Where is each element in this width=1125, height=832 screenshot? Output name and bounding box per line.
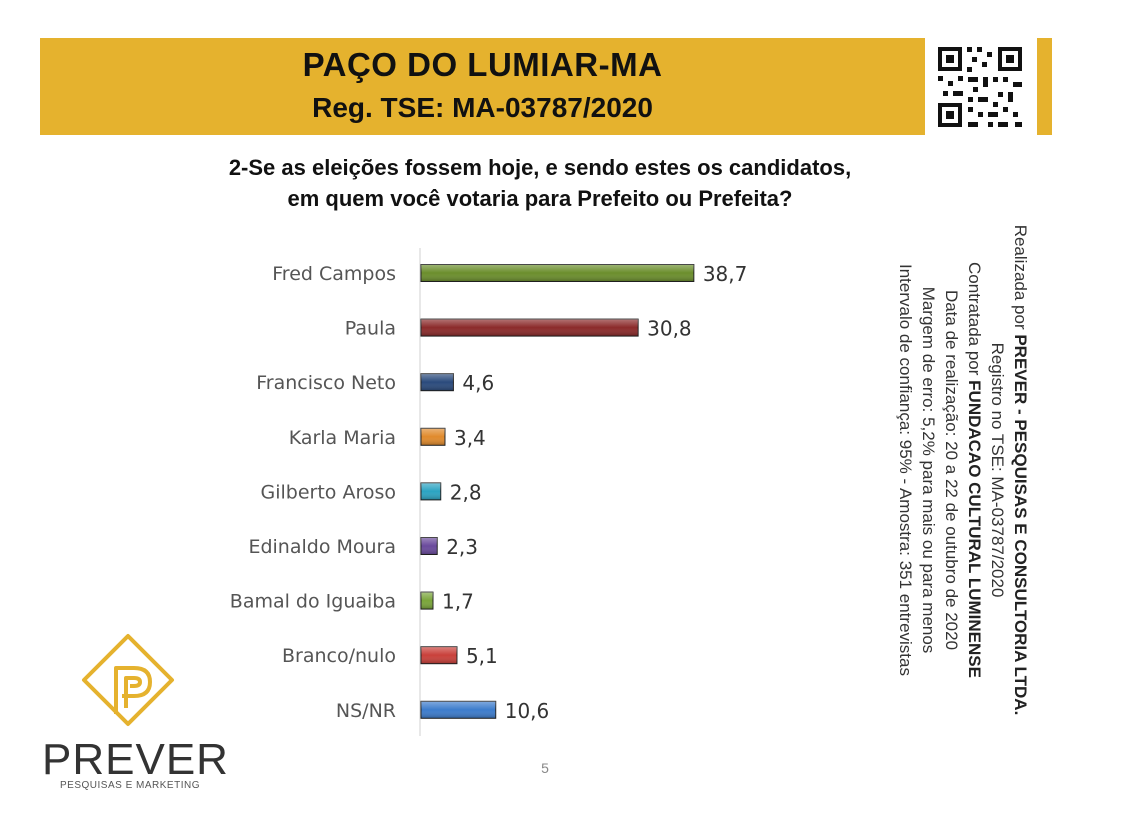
category-label: Edinaldo Moura (248, 536, 396, 558)
bar-shading (421, 482, 441, 500)
survey-info-line-2: Registro no TSE: MA-03787/2020 (988, 342, 1007, 598)
prever-logo-icon (82, 634, 174, 726)
bar-shading (421, 701, 496, 719)
survey-info: Realizada por PREVER - PESQUISAS E CONSU… (894, 180, 1032, 760)
data-label: 30,8 (647, 317, 692, 341)
survey-info-line-5: Margem de erro: 5,2% para mais ou para m… (919, 286, 938, 654)
category-label: Paula (345, 318, 396, 340)
data-label: 2,8 (450, 480, 482, 504)
data-label: 4,6 (462, 371, 494, 395)
category-label: NS/NR (336, 700, 396, 722)
qr-code-icon (935, 44, 1025, 130)
category-label: Fred Campos (272, 263, 396, 285)
header-banner (40, 38, 925, 135)
page-number: 5 (541, 760, 549, 776)
bar-shading (421, 319, 639, 337)
question-line-2: em quem você votaria para Prefeito ou Pr… (287, 186, 793, 211)
bar-shading (421, 592, 433, 610)
data-label: 2,3 (446, 535, 478, 559)
survey-info-line-4: Data de realização: 20 a 22 de outubro d… (942, 289, 961, 651)
bar-shading (421, 537, 438, 555)
survey-info-line-6: Intervalo de confiança: 95% - Amostra: 3… (896, 263, 915, 676)
survey-info-line-1: Realizada por PREVER - PESQUISAS E CONSU… (1011, 224, 1030, 716)
category-label: Bamal do Iguaiba (230, 591, 396, 613)
survey-info-line-3: Contratada por FUNDACAO CULTURAL LUMINEN… (965, 262, 984, 678)
category-label: Francisco Neto (256, 372, 396, 394)
logo-wordmark: PREVER (42, 735, 229, 784)
logo-tagline: PESQUISAS E MARKETING (60, 780, 200, 791)
header-banner-edge (1037, 38, 1052, 135)
category-label: Gilberto Aroso (261, 481, 397, 503)
data-label: 10,6 (505, 699, 550, 723)
bar-shading (421, 428, 445, 446)
question-line-1: 2-Se as eleições fossem hoje, e sendo es… (228, 155, 852, 180)
bar-shading (421, 373, 454, 391)
data-label: 5,1 (466, 644, 498, 668)
bar-shading (421, 646, 457, 664)
registration-number: Reg. TSE: MA-03787/2020 (312, 92, 653, 123)
survey-question: 2-Se as eleições fossem hoje, e sendo es… (150, 152, 930, 214)
data-label: 3,4 (454, 426, 486, 450)
data-label: 38,7 (703, 262, 748, 286)
bar-shading (421, 264, 694, 282)
category-label: Karla Maria (289, 427, 396, 449)
page-title: PAÇO DO LUMIAR-MA (302, 46, 663, 83)
data-label: 1,7 (442, 590, 474, 614)
category-label: Branco/nulo (282, 645, 396, 667)
